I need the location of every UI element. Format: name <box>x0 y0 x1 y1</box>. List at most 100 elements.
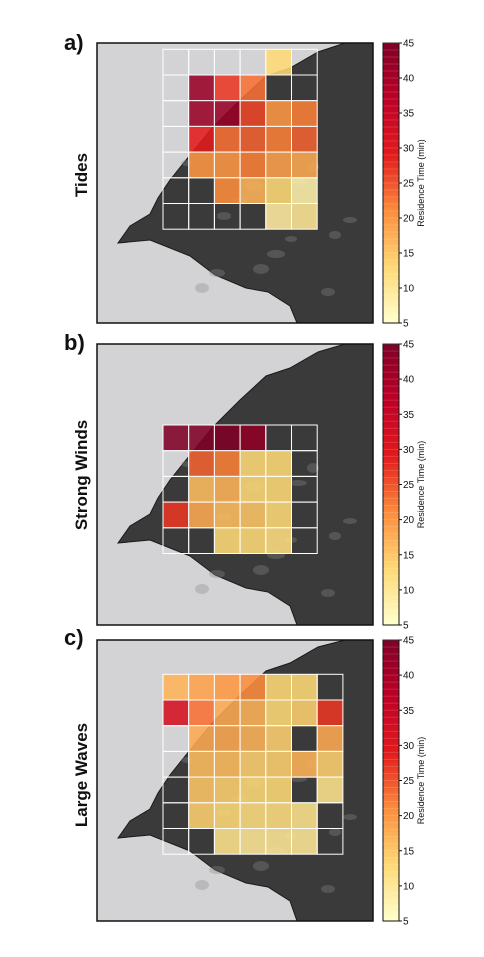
map-texture <box>217 212 231 220</box>
heatmap-cell <box>265 48 292 76</box>
panel-large-waves: c) Large Waves 5 10 15 20 25 30 35 40 45 Residenc… <box>0 625 484 928</box>
heatmap-cell <box>239 100 267 127</box>
heatmap-cell <box>188 100 215 127</box>
map-texture <box>195 283 209 293</box>
heatmap-cell <box>213 673 241 701</box>
colorbar-tick-label: 10 <box>403 284 415 295</box>
colorbar-label: Residence Time (min) <box>416 441 426 529</box>
heatmap-cell <box>316 725 344 752</box>
heatmap-cell <box>265 475 292 503</box>
heatmap-cell <box>213 699 241 727</box>
colorbar-tick-label: 10 <box>403 585 415 596</box>
map-frame <box>96 639 374 922</box>
heatmap-cell <box>265 125 292 153</box>
map-texture <box>321 288 335 296</box>
heatmap-cell <box>213 125 241 153</box>
heatmap-cell <box>265 177 292 205</box>
colorbar-tick-label: 45 <box>403 340 415 351</box>
heatmap-cell <box>239 475 267 503</box>
map-texture <box>285 236 297 242</box>
heatmap-cell <box>265 100 292 127</box>
heatmap-cell <box>316 776 344 804</box>
colorbar-tick-label: 20 <box>403 811 415 822</box>
heatmap-cell <box>291 802 318 830</box>
heatmap-cell <box>188 125 215 153</box>
heatmap-cell <box>162 501 190 529</box>
map-texture <box>307 463 319 473</box>
heatmap-cell <box>239 450 267 477</box>
colorbar-tick-label: 40 <box>403 375 415 386</box>
heatmap-cell <box>239 74 267 102</box>
heatmap-cell <box>265 527 292 555</box>
heatmap-cell <box>239 776 267 804</box>
heatmap-cell <box>213 725 241 752</box>
heatmap-cell <box>213 100 241 127</box>
map-frame <box>96 42 374 324</box>
heatmap-cell <box>213 450 241 477</box>
panel-tides: a) Tides 5 10 15 20 25 30 35 40 45 Residence Time… <box>0 30 484 330</box>
heatmap-cell <box>188 750 215 778</box>
heatmap-cell <box>265 828 292 855</box>
heatmap-cell <box>239 501 267 529</box>
map-texture <box>329 532 341 540</box>
heatmap-cell <box>188 424 215 452</box>
map-texture <box>329 828 341 836</box>
heatmap-cell <box>291 699 318 727</box>
heatmap-cell <box>213 151 241 179</box>
panel-strong-winds: b) Strong Winds 5 10 15 20 25 30 35 40 45 Residen… <box>0 330 484 632</box>
heatmap-cell <box>265 776 292 804</box>
colorbar-tick-label: 5 <box>403 917 409 928</box>
grid-cell-empty <box>291 527 318 555</box>
colorbar-tick-label: 25 <box>403 179 415 190</box>
colorbar-tick-label: 5 <box>403 319 409 330</box>
heatmap-cell <box>239 725 267 752</box>
colorbar-tick-label: 10 <box>403 881 415 892</box>
heatmap-cell <box>239 750 267 778</box>
heatmap-cell <box>213 424 241 452</box>
heatmap-cell <box>188 673 215 701</box>
colorbar-tick-label: 40 <box>403 671 415 682</box>
map-texture <box>267 250 285 258</box>
heatmap-cell <box>188 74 215 102</box>
map-texture <box>321 885 335 893</box>
heatmap-cell <box>291 673 318 701</box>
heatmap-cell <box>239 673 267 701</box>
heatmap-cell <box>188 151 215 179</box>
heatmap-cell <box>265 151 292 179</box>
colorbar-tick-label: 15 <box>403 249 415 260</box>
heatmap-cell <box>291 125 318 153</box>
heatmap-cell <box>265 203 292 230</box>
colorbar-tick-label: 45 <box>403 39 415 50</box>
map-texture <box>343 518 357 524</box>
map-texture <box>209 866 225 874</box>
heatmap-cell <box>239 828 267 855</box>
heatmap-cell <box>188 725 215 752</box>
heatmap-cell <box>213 74 241 102</box>
map-texture <box>253 264 269 274</box>
map-texture <box>253 565 269 575</box>
heatmap-cell <box>213 501 241 529</box>
panel-label: b) <box>64 330 85 355</box>
heatmap-cell <box>239 424 267 452</box>
colorbar-tick-label: 35 <box>403 410 415 421</box>
heatmap-cell <box>265 750 292 778</box>
heatmap-cell <box>291 100 318 127</box>
colorbar-tick-label: 30 <box>403 144 415 155</box>
heatmap-cell <box>213 527 241 555</box>
colorbar-tick-label: 5 <box>403 621 409 632</box>
heatmap-cell <box>265 802 292 830</box>
heatmap-cell <box>291 203 318 230</box>
heatmap-cell <box>239 125 267 153</box>
map-texture <box>329 231 341 239</box>
colorbar-tick-label: 30 <box>403 741 415 752</box>
map-texture <box>209 269 225 277</box>
colorbar-label: Residence Time (min) <box>416 139 426 227</box>
heatmap-cell <box>291 750 318 778</box>
colorbar-tick-label: 25 <box>403 776 415 787</box>
colorbar-tick-label: 15 <box>403 846 415 857</box>
heatmap-cell <box>291 151 318 179</box>
heatmap-cell <box>188 776 215 804</box>
heatmap-cell <box>265 450 292 477</box>
heatmap-cell <box>213 828 241 855</box>
heatmap-cell <box>162 673 190 701</box>
